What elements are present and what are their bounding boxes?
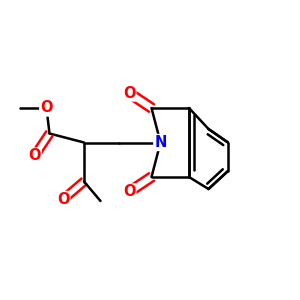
Text: O: O: [123, 184, 135, 200]
Text: O: O: [57, 192, 69, 207]
Text: N: N: [154, 135, 167, 150]
Text: O: O: [123, 85, 135, 100]
Text: O: O: [28, 148, 41, 164]
Text: O: O: [40, 100, 53, 116]
